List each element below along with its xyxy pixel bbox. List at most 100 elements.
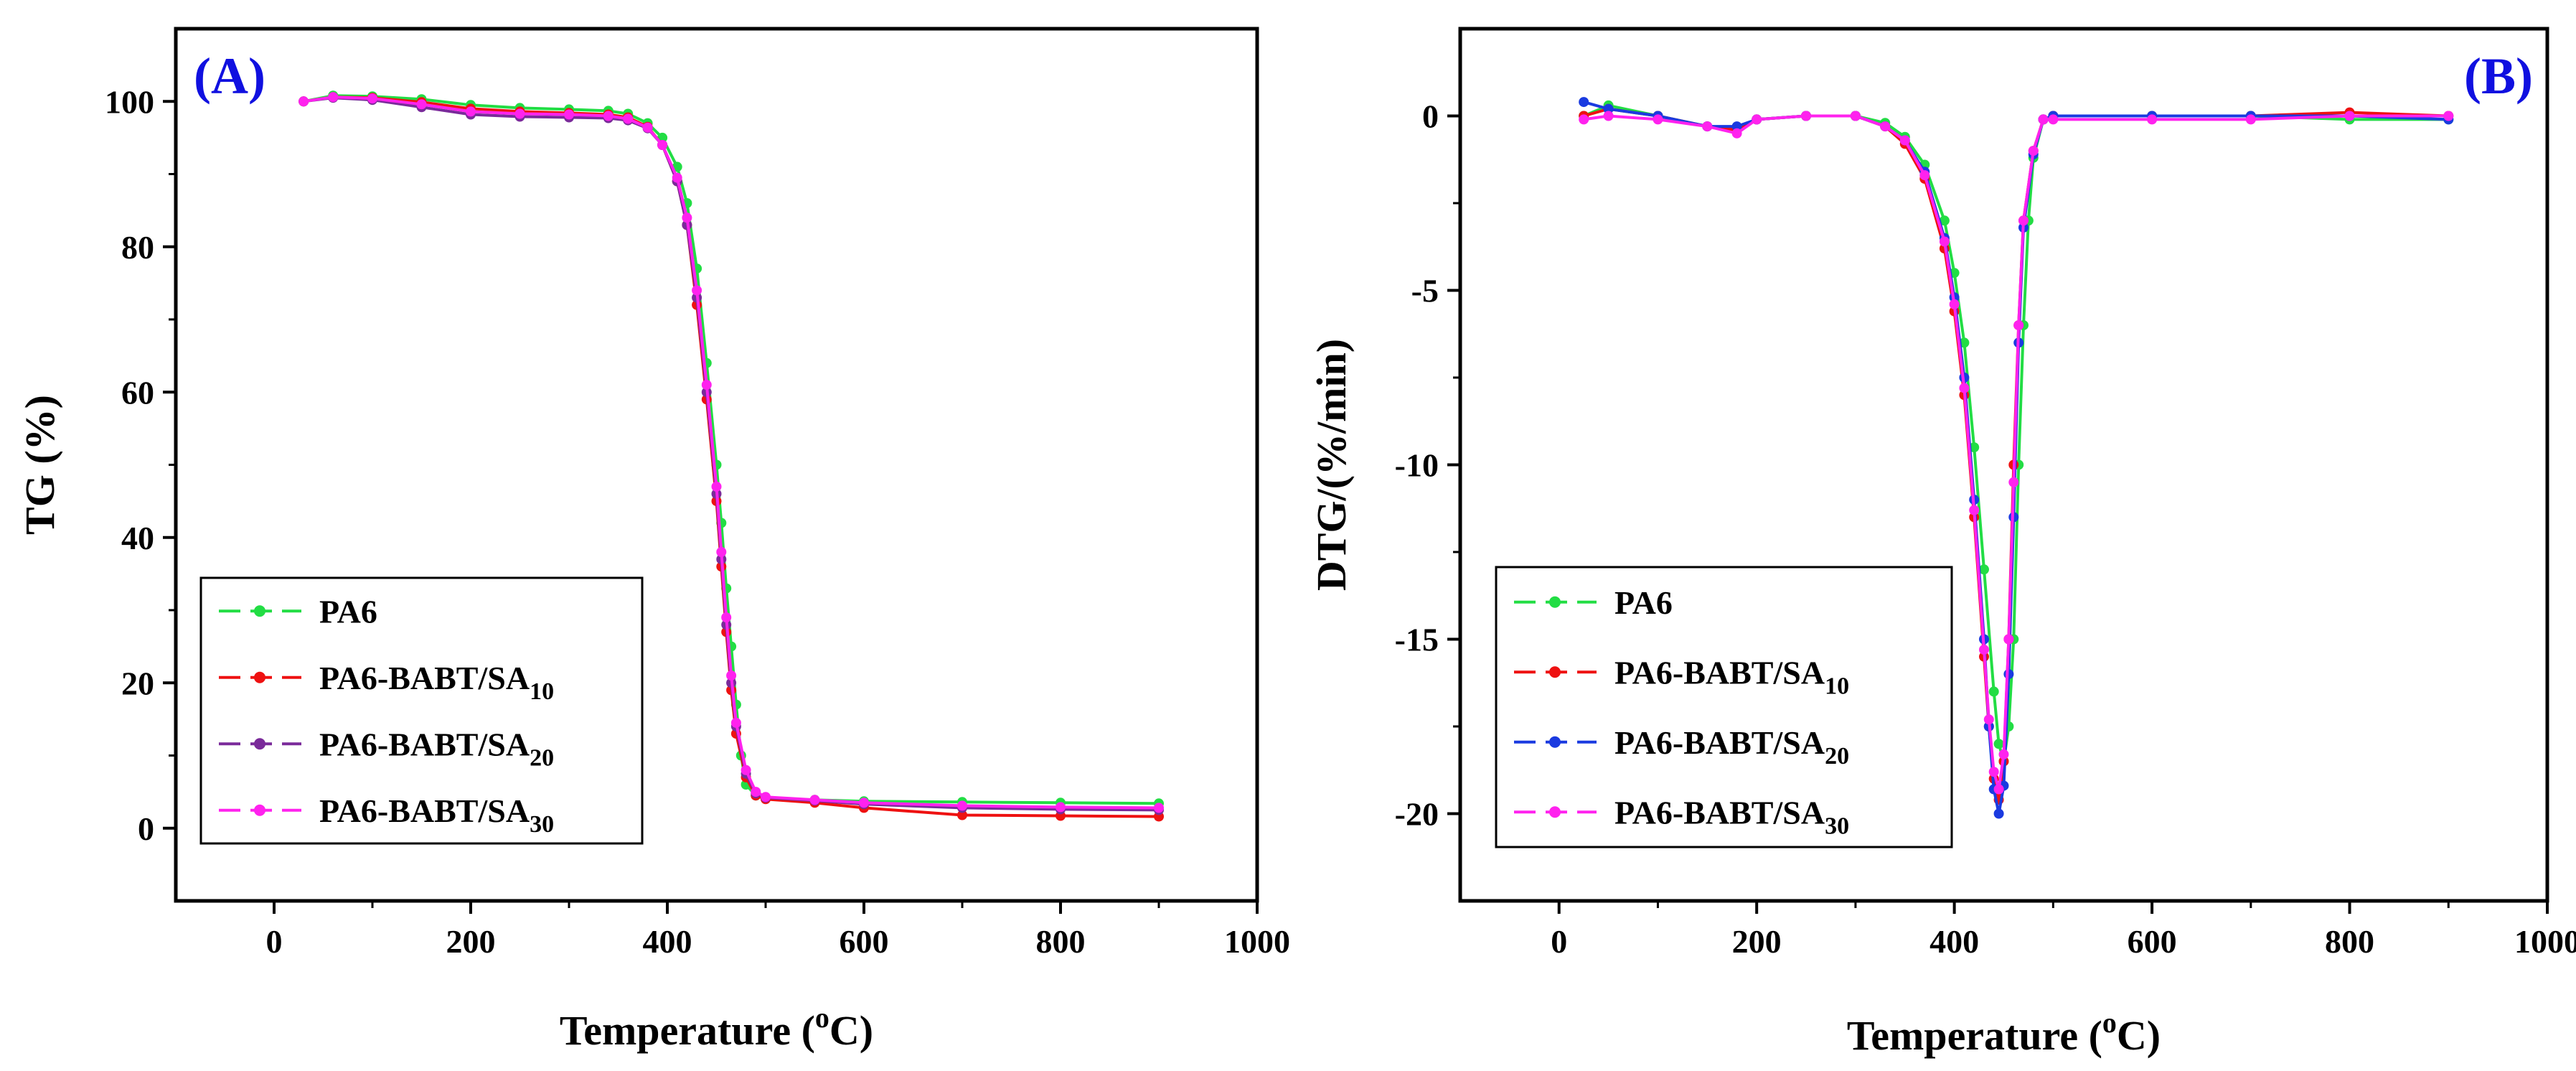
data-point [299, 96, 309, 107]
data-point [1850, 111, 1861, 121]
chart-panel-b: 0 200 400 600 800 1000 0 -5 -10 -15 -20 Temperature… [1308, 27, 2576, 1059]
data-point [2008, 477, 2019, 487]
series-3 [1579, 111, 2454, 795]
data-point [564, 109, 574, 120]
y-tick-label: 80 [121, 229, 154, 266]
data-point [1949, 299, 1960, 309]
data-point [701, 380, 712, 390]
data-point [1939, 215, 1950, 226]
data-point [1653, 114, 1663, 125]
data-point [716, 547, 727, 557]
data-point [2048, 114, 2059, 125]
data-point [623, 113, 634, 124]
data-point [657, 140, 668, 150]
data-point [1988, 767, 1999, 777]
x-tick-label: 800 [2325, 923, 2374, 960]
panel-label: (A) [194, 47, 265, 105]
data-point [2013, 320, 2024, 331]
data-point [1702, 121, 1713, 132]
legend-label: PA6-BABT/SA20 [319, 726, 554, 771]
x-tick-label: 800 [1036, 923, 1086, 960]
data-point [682, 212, 692, 223]
data-point [1899, 135, 1910, 146]
data-point [809, 795, 820, 805]
data-point [751, 787, 761, 798]
legend-swatch-marker [254, 605, 265, 617]
data-point [1801, 111, 1811, 121]
data-point [1993, 784, 2004, 795]
data-point [1731, 121, 1742, 132]
legend-label: PA6 [1614, 584, 1673, 621]
legend-swatch-marker [1549, 806, 1561, 818]
x-axis-title: Temperature (oC) [560, 1001, 873, 1054]
data-point [1988, 686, 1999, 697]
data-point [1603, 111, 1614, 121]
x-tick-label: 200 [446, 923, 496, 960]
data-point [1579, 97, 1589, 108]
panel-label: (B) [2464, 47, 2533, 105]
legend: PA6 PA6-BABT/SA10 PA6-BABT/SA20 PA6-BABT/SA… [199, 576, 644, 845]
data-point [672, 172, 682, 183]
y-tick-label: -10 [1395, 447, 1439, 484]
y-tick-label: -5 [1411, 273, 1439, 309]
data-point [1998, 749, 2009, 759]
x-tick-label: 200 [1732, 923, 1782, 960]
data-point [721, 612, 732, 623]
data-point [1959, 383, 1970, 393]
legend-swatch-marker [254, 804, 265, 816]
y-tick-label: 100 [105, 83, 154, 120]
data-point [2245, 114, 2256, 125]
legend-swatch-marker [254, 738, 265, 750]
legend-label: PA6-BABT/SA20 [1614, 724, 1849, 770]
legend-swatch-marker [1549, 596, 1561, 608]
y-tick-label: 40 [121, 520, 154, 556]
x-tick-label: 600 [840, 923, 889, 960]
legend-label: PA6-BABT/SA30 [319, 792, 554, 838]
data-point [1979, 564, 1989, 575]
legend-label: PA6-BABT/SA10 [319, 660, 554, 705]
y-tick-label: 0 [138, 810, 154, 847]
data-point [761, 792, 771, 803]
data-point [1993, 739, 2004, 749]
x-tick-label: 0 [1551, 923, 1567, 960]
data-point [1959, 337, 1970, 348]
data-point [2147, 114, 2158, 125]
data-point [1969, 442, 1980, 453]
data-point [416, 99, 427, 110]
data-point [2344, 111, 2355, 121]
series-line [303, 95, 1160, 810]
y-tick-label: 60 [121, 374, 154, 411]
data-point [2038, 114, 2049, 125]
y-tick-label: -15 [1395, 622, 1439, 658]
data-point [1993, 808, 2004, 819]
y-axis-title: TG (%) [17, 395, 63, 535]
x-tick-label: 600 [2128, 923, 2177, 960]
data-point [1983, 714, 1994, 725]
legend: PA6 PA6-BABT/SA10 PA6-BABT/SA20 PA6-BABT/SA… [1495, 566, 1953, 848]
data-point [2028, 146, 2039, 156]
data-point [741, 764, 751, 775]
data-point [1979, 645, 1989, 655]
x-tick-label: 400 [643, 923, 692, 960]
data-point [1969, 505, 1980, 515]
data-point [1939, 236, 1950, 247]
legend-box [199, 576, 644, 845]
data-point [957, 800, 967, 811]
x-tick-label: 1000 [2514, 923, 2576, 960]
y-tick-label: -20 [1395, 796, 1439, 833]
data-point [1056, 802, 1066, 813]
data-point [328, 92, 339, 103]
legend-swatch-marker [1549, 736, 1561, 748]
data-point [1919, 170, 1930, 181]
x-tick-label: 1000 [1224, 923, 1290, 960]
data-point [466, 106, 476, 117]
data-point [1731, 128, 1742, 139]
chart-panel-a: 0 200 400 600 800 1000 0 20 40 60 80 100 Temperature… [17, 27, 1290, 1054]
data-point [2003, 634, 2014, 645]
data-point [1154, 803, 1164, 813]
legend-swatch-marker [254, 671, 265, 683]
data-point [711, 481, 722, 492]
legend-box [1495, 566, 1953, 848]
data-point [367, 93, 377, 104]
